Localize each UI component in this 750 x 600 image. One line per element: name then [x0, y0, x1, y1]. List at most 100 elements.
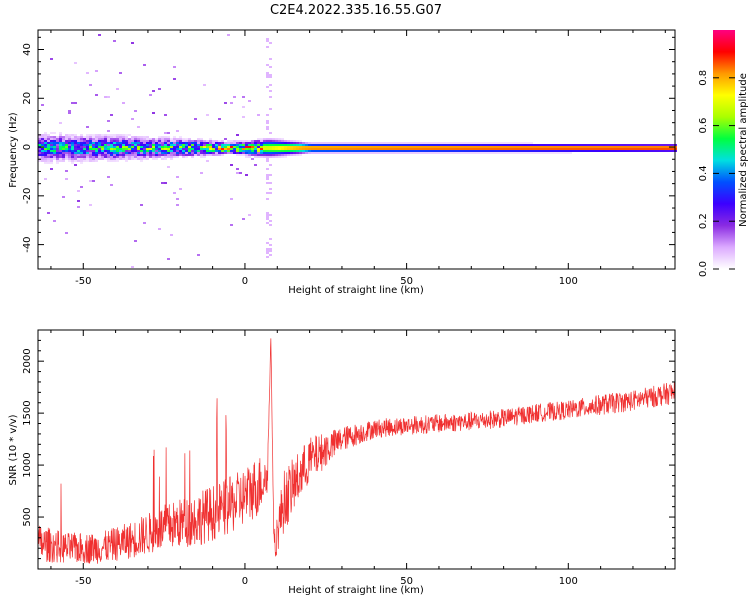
spectrogram-cell — [119, 142, 122, 144]
spectrogram-cell — [173, 150, 176, 152]
spectrogram-cell — [59, 136, 62, 138]
spectrogram-cell — [623, 144, 626, 146]
spectrogram-cell — [431, 142, 434, 144]
spectrogram-cell — [125, 134, 128, 136]
spectrogram-cell — [65, 134, 68, 136]
spectrogram-cell — [209, 144, 212, 146]
spectrogram-cell — [221, 154, 224, 156]
spectrogram-cell — [293, 150, 296, 152]
spectrogram-cell — [116, 156, 119, 158]
spectrogram-cell — [116, 152, 119, 154]
spectrogram-cell — [170, 154, 173, 156]
spectrogram-cell — [497, 144, 500, 146]
spectrogram-cell — [281, 148, 284, 150]
spectrogram-cell — [197, 148, 200, 150]
spectrogram-cell — [494, 152, 497, 154]
spectrogram-cell — [110, 160, 113, 162]
spectrogram-cell — [581, 150, 584, 152]
spectrogram-cell — [341, 142, 344, 144]
spectrogram-cell — [500, 148, 503, 150]
spectrogram-cell — [266, 72, 269, 74]
spectrogram-cell — [218, 154, 221, 156]
spectrogram-cell — [179, 142, 182, 144]
spectrogram-cell — [59, 140, 62, 142]
spectrogram-cell — [173, 140, 176, 142]
spectrogram-cell — [203, 140, 206, 142]
spectrogram-cell — [89, 138, 92, 140]
spectrogram-cell — [545, 146, 548, 148]
spectrogram-cell — [269, 142, 272, 144]
spectrogram-cell — [239, 146, 242, 148]
spectrogram-cell — [197, 154, 200, 156]
snr-y-label: SNR (10 * v/v) — [8, 414, 19, 485]
spectrogram-cell — [335, 152, 338, 154]
spectrogram-x-ticks: -50 0 50 100 — [50, 30, 666, 287]
spectrogram-cell — [659, 148, 662, 150]
spectrogram-cell — [197, 152, 200, 154]
spectrogram-cell — [299, 152, 302, 154]
spectrogram-cell — [146, 152, 149, 154]
spectrogram-cell — [419, 144, 422, 146]
spectrogram-cell — [635, 146, 638, 148]
spectrogram-cell — [245, 140, 248, 142]
spectrogram-cell — [38, 136, 41, 138]
spectrogram-cell — [512, 150, 515, 152]
spectrogram-cell — [203, 142, 206, 144]
spectrogram-cell — [323, 152, 326, 154]
spectrogram-cell — [425, 152, 428, 154]
spectrogram-cell — [518, 142, 521, 144]
spectrogram-cell — [608, 150, 611, 152]
spectrogram-cell — [44, 138, 47, 140]
spectrogram-cell — [107, 130, 110, 132]
spectrogram-cell — [611, 148, 614, 150]
spectrogram-cell — [455, 144, 458, 146]
spectrogram-cell — [557, 146, 560, 148]
spectrogram-cell — [53, 152, 56, 154]
spectrogram-cell — [77, 146, 80, 148]
spectrogram-cell — [176, 142, 179, 144]
spectrogram-cell — [599, 146, 602, 148]
spectrogram-cell — [659, 144, 662, 146]
spectrogram-cell — [239, 152, 242, 154]
spectrogram-cell — [98, 148, 101, 150]
spectrogram-cell — [146, 154, 149, 156]
spectrogram-cell — [287, 142, 290, 144]
spectrogram-cell — [122, 150, 125, 152]
spectrogram-cell — [602, 144, 605, 146]
spectrogram-cell — [74, 140, 77, 142]
spectrogram-cell — [257, 140, 260, 142]
spectrogram-cell — [152, 112, 155, 114]
spectrogram-cell — [146, 146, 149, 148]
spectrogram-cell — [452, 144, 455, 146]
spectrogram-cell — [569, 150, 572, 152]
spectrogram-cell — [131, 142, 134, 144]
spectrogram-cell — [350, 150, 353, 152]
spectrogram-cell — [266, 38, 269, 40]
spectrogram-cell — [263, 154, 266, 156]
spectrogram-cell — [224, 144, 227, 146]
spectrogram-cell — [428, 148, 431, 150]
spectrogram-cell — [395, 148, 398, 150]
spectrogram-cell — [242, 146, 245, 148]
spectrogram-cell — [518, 146, 521, 148]
spectrogram-cell — [392, 144, 395, 146]
spectrogram-cell — [188, 140, 191, 142]
spectrogram-cell — [173, 146, 176, 148]
spectrogram-cell — [281, 138, 284, 140]
spectrogram-cell — [587, 146, 590, 148]
spectrogram-cell — [296, 146, 299, 148]
spectrogram-cell — [464, 142, 467, 144]
spectrogram-cell — [152, 152, 155, 154]
spectrogram-cell — [377, 144, 380, 146]
spectrogram-cell — [128, 150, 131, 152]
spectrogram-cell — [362, 146, 365, 148]
spectrogram-cell — [419, 146, 422, 148]
spectrogram-cell — [134, 152, 137, 154]
spectrogram-cell — [272, 140, 275, 142]
spectrogram-cell — [266, 242, 269, 244]
spectrogram-cell — [92, 140, 95, 142]
spectrogram-cell — [179, 140, 182, 142]
spectrogram-cell — [203, 150, 206, 152]
spectrogram-cell — [536, 146, 539, 148]
spectrogram-cell — [260, 138, 263, 140]
